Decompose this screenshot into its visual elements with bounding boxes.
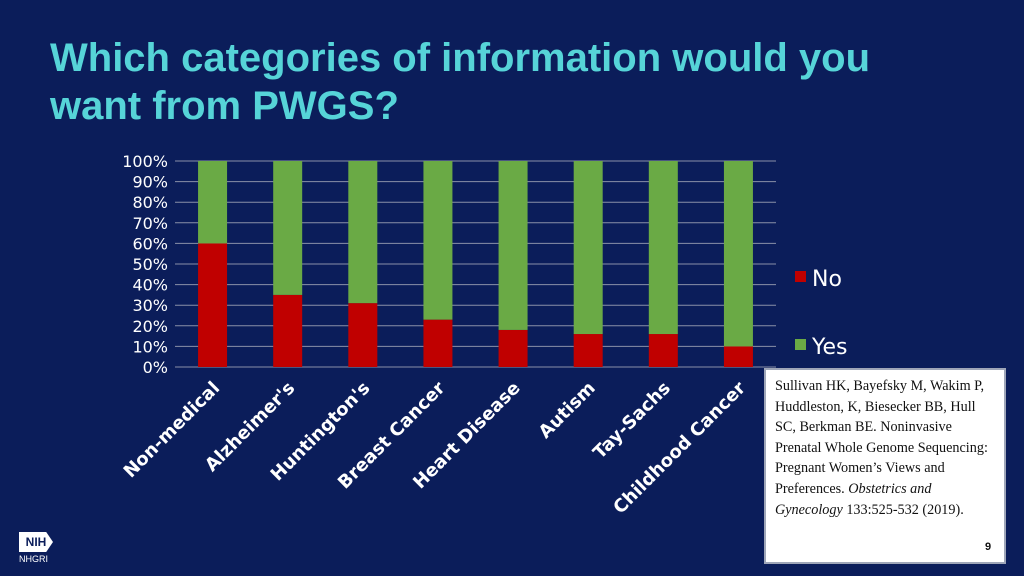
bar-yes [498, 161, 528, 330]
page-number: 9 [985, 541, 992, 553]
nhgri-label: NHGRI [19, 554, 48, 564]
bar-no [648, 334, 678, 367]
bar-no [498, 329, 528, 367]
bar-no [273, 294, 303, 367]
bar-yes [648, 161, 678, 335]
y-tick-label: 60% [132, 234, 168, 253]
bar-no [573, 334, 603, 367]
y-tick-label: 0% [143, 358, 168, 377]
nih-logo: NIH NHGRI [19, 532, 53, 564]
legend-label-yes: Yes [811, 335, 848, 360]
nih-badge: NIH [19, 532, 53, 552]
citation-box: Sullivan HK, Bayefsky M, Wakim P, Huddle… [764, 368, 1006, 564]
bars [198, 161, 753, 367]
bar-no [198, 243, 228, 367]
y-tick-label: 90% [132, 173, 168, 192]
y-axis-ticks: 0% 10%20% 30%40% 50% 60%70% 80%90% 100% [122, 152, 168, 377]
y-tick-label: 40% [132, 276, 168, 295]
y-tick-label: 30% [132, 296, 168, 315]
category-label: Autism [535, 378, 600, 443]
legend-label-no: No [812, 267, 842, 292]
citation-volume: 133:525-532 (2019). [846, 501, 964, 518]
bar-yes [423, 161, 453, 320]
y-tick-label: 20% [132, 317, 168, 336]
y-tick-label: 50% [132, 255, 168, 274]
legend: No Yes [795, 267, 848, 360]
bar-yes [348, 161, 378, 304]
citation-text: Sullivan HK, Bayefsky M, Wakim P, Huddle… [775, 378, 988, 497]
legend-swatch-no [795, 271, 806, 282]
y-tick-label: 10% [132, 337, 168, 356]
bar-no [423, 319, 453, 367]
bar-no [723, 346, 753, 367]
y-tick-label: 70% [132, 214, 168, 233]
bar-yes [573, 161, 603, 335]
gridlines [175, 160, 776, 368]
category-labels: Non-medicalAlzheimer'sHuntington'sBreast… [120, 378, 750, 519]
bar-yes [273, 161, 303, 295]
bar-no [348, 303, 378, 367]
bar-yes [723, 161, 753, 347]
slide-title: Which categories of information would yo… [50, 36, 871, 128]
category-label: Childhood Cancer [609, 378, 750, 519]
citation-journal: Obstetrics and Gynecology [775, 480, 932, 518]
legend-swatch-yes [795, 339, 806, 350]
y-tick-label: 100% [122, 152, 168, 171]
y-tick-label: 80% [132, 193, 168, 212]
bar-yes [198, 161, 228, 244]
